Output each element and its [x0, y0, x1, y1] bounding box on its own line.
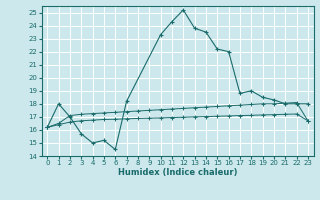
X-axis label: Humidex (Indice chaleur): Humidex (Indice chaleur) — [118, 168, 237, 177]
